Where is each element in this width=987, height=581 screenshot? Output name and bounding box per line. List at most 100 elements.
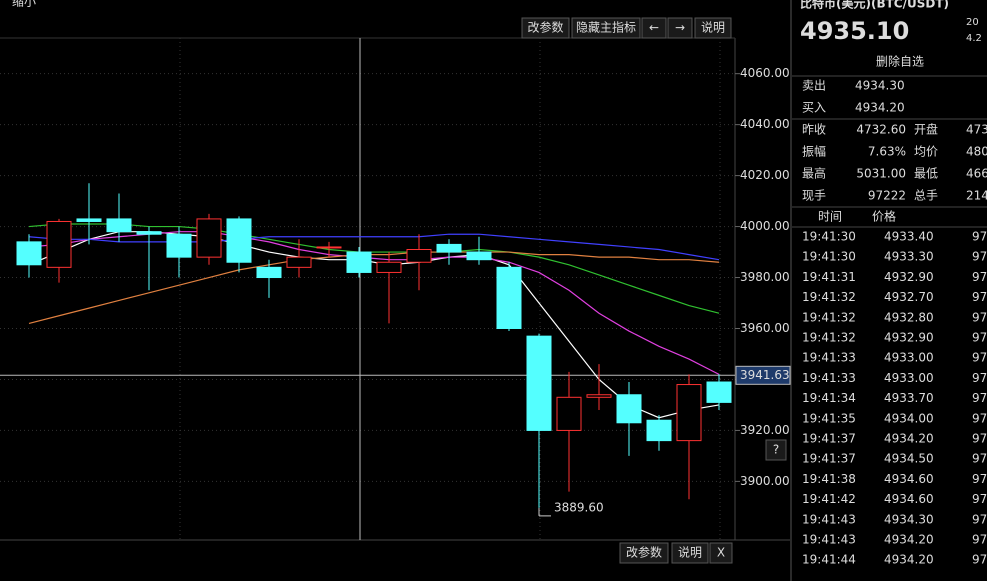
trade-volume: 97 [972,492,987,506]
toolbar-button-label: → [675,21,685,35]
toolbar-button[interactable] [641,17,667,39]
trade-volume: 97 [972,512,987,526]
bottom-button-label: X [717,546,725,560]
stat-label: 振幅 [802,144,826,159]
trade-price: 4933.00 [884,351,934,365]
candle-body [556,396,582,431]
toolbar-button-label: 说明 [701,20,725,35]
bottom-button-label: 改参数 [626,545,662,560]
help-button[interactable] [765,439,787,461]
candle-body [136,231,162,235]
trade-volume: 97 [972,351,987,365]
trade-price: 4934.50 [884,452,934,466]
toolbar-button[interactable] [667,17,693,39]
candle-body [316,246,342,249]
trade-volume: 97 [972,553,987,567]
bottom-button[interactable] [709,542,733,564]
trade-volume: 97 [972,250,987,264]
trade-time: 19:41:43 [802,512,856,526]
toolbar-button[interactable] [571,17,641,39]
book-label: 卖出 [802,79,826,93]
candle-body [346,251,372,273]
y-tick-label: 4040.00 [740,117,790,131]
candle-body [526,335,552,431]
trade-price: 4934.30 [884,512,934,526]
stat-label: 昨收 [802,123,826,137]
toolbar-button[interactable] [521,17,570,39]
stat-value: 7.63% [868,145,906,159]
quote-change: 20 [966,17,979,28]
trade-price: 4932.90 [884,331,934,345]
trade-price: 4933.00 [884,371,934,385]
trade-volume: 97 [972,230,987,244]
stat-label: 开盘 [914,122,938,137]
trade-time: 19:41:32 [802,290,856,304]
trade-price: 4934.20 [884,432,934,446]
stat-label: 最高 [802,166,826,181]
trade-price: 4933.30 [884,250,934,264]
toolbar-button-label: 改参数 [527,20,563,35]
trade-time: 19:41:32 [802,310,856,324]
trade-time: 19:41:42 [802,492,856,506]
stat-value: 480 [966,145,987,159]
stat-label: 均价 [914,145,938,159]
bottom-button-label: 说明 [678,545,702,560]
trade-volume: 97 [972,432,987,446]
y-tick-label: 4000.00 [740,219,790,233]
candle-body [376,261,402,273]
quote-price: 4935.10 [800,17,909,45]
book-value: 4934.20 [855,101,905,115]
trade-price: 4933.40 [884,230,934,244]
stat-value: 466 [966,167,987,181]
stat-value: 4732.60 [856,123,906,137]
bottom-button[interactable] [671,542,709,564]
trade-price: 4932.80 [884,310,934,324]
trade-volume: 97 [972,533,987,547]
book-label: 买入 [802,101,826,115]
candle-body [586,394,612,398]
trade-volume: 97 [972,411,987,425]
stat-label: 总手 [914,189,938,203]
trade-volume: 97 [972,270,987,284]
toolbar-button-label: ← [649,21,659,35]
stat-value: 473 [966,123,987,137]
trades-header: 价格 [872,209,896,224]
candle-body [166,233,192,258]
candle-body [46,220,72,268]
trade-volume: 97 [972,452,987,466]
candle-body [436,243,462,253]
ma-line [28,223,720,314]
trade-time: 19:41:30 [802,230,856,244]
trade-time: 19:41:32 [802,331,856,345]
bottom-button[interactable] [619,542,669,564]
book-value: 4934.30 [855,79,905,93]
candle-body [226,218,252,263]
candle-body [76,218,102,222]
trade-volume: 97 [972,290,987,304]
zoom-label: 缩小 [12,0,36,9]
y-tick-label: 4060.00 [740,66,790,80]
stat-label: 最低 [914,167,938,181]
toolbar-button[interactable] [694,17,732,39]
trade-time: 19:41:37 [802,432,856,446]
toolbar-button-label: 隐藏主指标 [576,20,636,35]
trade-time: 19:41:34 [802,391,856,405]
candle-body [616,394,642,424]
remove-watch[interactable]: 删除自选 [876,54,924,69]
ma-line [28,233,720,261]
candle-body [646,419,672,442]
trade-time: 19:41:43 [802,533,856,547]
trade-time: 19:41:33 [802,371,856,385]
trade-volume: 97 [972,310,987,324]
candle-body [196,218,222,258]
trade-price: 4934.60 [884,472,934,486]
candle-body [706,381,732,403]
trade-time: 19:41:31 [802,270,856,284]
trade-time: 19:41:33 [802,351,856,365]
stat-value: 97222 [868,189,906,203]
stat-label: 现手 [802,189,826,203]
y-tick-label: 3920.00 [740,423,790,437]
